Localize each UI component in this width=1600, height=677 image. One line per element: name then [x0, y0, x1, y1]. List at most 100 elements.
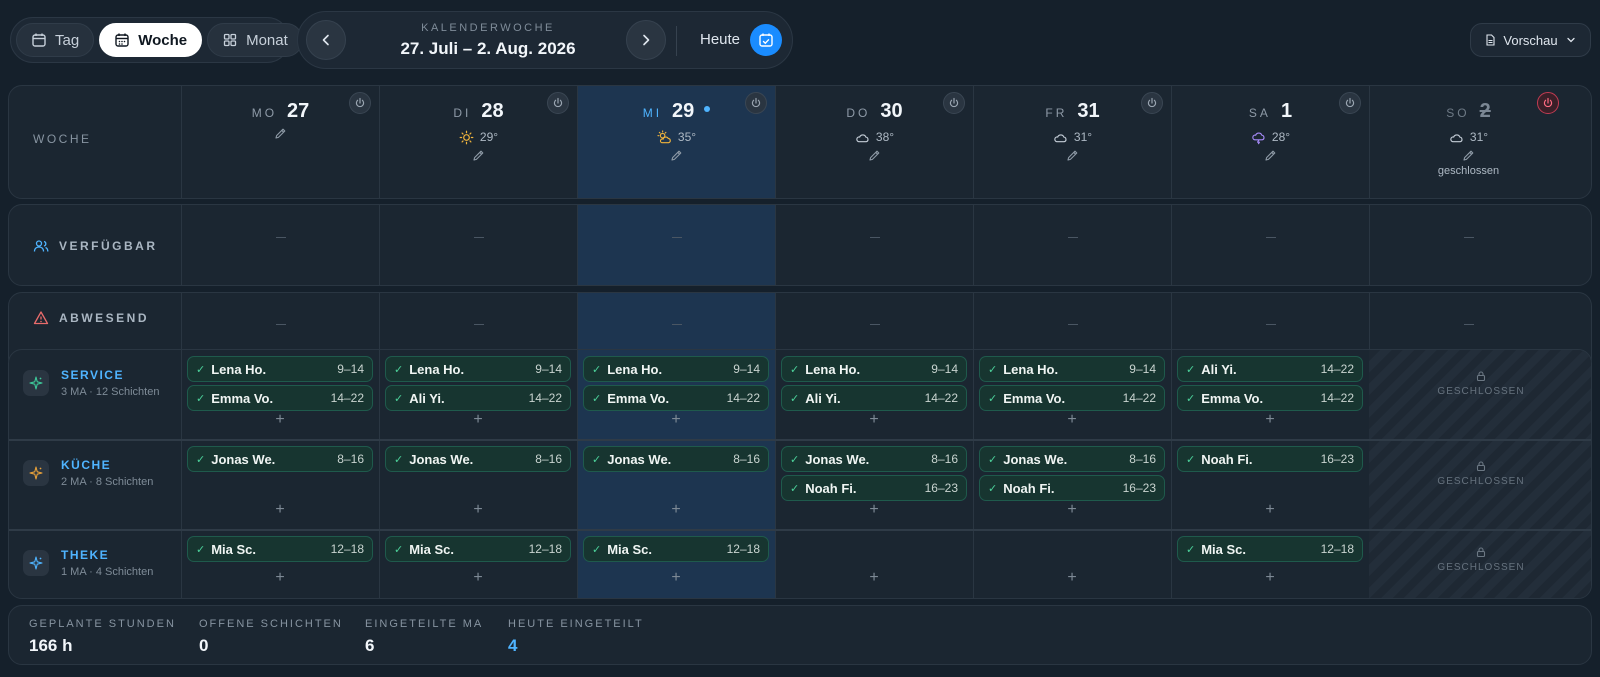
next-week-button[interactable]: [626, 20, 666, 60]
add-shift-button[interactable]: +: [1265, 569, 1275, 586]
add-shift-button[interactable]: +: [869, 501, 879, 518]
shift-time: 9–14: [535, 362, 562, 376]
add-shift-button[interactable]: +: [1067, 411, 1077, 428]
absent-label-cell: ABWESEND: [9, 293, 181, 371]
day-toggle-button[interactable]: [547, 92, 569, 114]
available-row-label: VERFÜGBAR: [33, 238, 158, 254]
view-day-button[interactable]: Tag: [16, 23, 95, 57]
day-toggle-button[interactable]: [1141, 92, 1163, 114]
shift-chip[interactable]: ✓ Emma Vo. 14–22: [979, 385, 1165, 411]
shift-chip[interactable]: ✓ Emma Vo. 14–22: [583, 385, 769, 411]
today-label[interactable]: Heute: [700, 31, 741, 48]
stat-value: 0: [199, 636, 209, 655]
add-shift-button[interactable]: +: [275, 501, 285, 518]
grid-icon: [223, 33, 237, 47]
shift-chip[interactable]: ✓ Lena Ho. 9–14: [187, 356, 373, 382]
empty-day-cell: [379, 293, 577, 371]
shift-chip[interactable]: ✓ Noah Fi. 16–23: [781, 475, 967, 501]
shift-chip[interactable]: ✓ Mia Sc. 12–18: [583, 536, 769, 562]
shift-chip[interactable]: ✓ Lena Ho. 9–14: [979, 356, 1165, 382]
add-shift-button[interactable]: +: [275, 411, 285, 428]
day-toggle-button[interactable]: [1339, 92, 1361, 114]
add-shift-button[interactable]: +: [275, 569, 285, 586]
day-toggle-button[interactable]: [1537, 92, 1559, 114]
check-icon: ✓: [394, 392, 404, 405]
day-weather: 35°: [578, 129, 775, 145]
edit-day-button[interactable]: [182, 127, 379, 140]
shift-chip[interactable]: ✓ Jonas We. 8–16: [187, 446, 373, 472]
view-month-button[interactable]: Monat: [207, 23, 303, 57]
edit-day-button[interactable]: [776, 149, 973, 162]
empty-day-cell: [1369, 293, 1567, 371]
column-separator: [775, 350, 776, 598]
pencil-icon[interactable]: [274, 127, 287, 140]
stat-label: EINGETEILTE MA: [365, 618, 484, 630]
day-weekday: DI: [453, 106, 472, 120]
previous-week-button[interactable]: [306, 20, 346, 60]
shift-chip[interactable]: ✓ Mia Sc. 12–18: [385, 536, 571, 562]
add-shift-button[interactable]: +: [473, 501, 483, 518]
pencil-icon[interactable]: [1462, 149, 1475, 162]
pencil-icon[interactable]: [1264, 149, 1277, 162]
day-number: 30: [880, 100, 903, 122]
shift-chip[interactable]: ✓ Emma Vo. 14–22: [187, 385, 373, 411]
shift-chip[interactable]: ✓ Ali Yi. 14–22: [781, 385, 967, 411]
shift-chip[interactable]: ✓ Noah Fi. 16–23: [1177, 446, 1363, 472]
pencil-icon[interactable]: [868, 149, 881, 162]
shift-chip[interactable]: ✓ Lena Ho. 9–14: [781, 356, 967, 382]
shift-chip[interactable]: ✓ Lena Ho. 9–14: [385, 356, 571, 382]
today-button[interactable]: [750, 24, 782, 56]
shift-grid-panel: SERVICE 3 MA · 12 Schichten ✓ Lena Ho. 9–14 ✓…: [8, 349, 1592, 599]
edit-day-button[interactable]: [974, 149, 1171, 162]
day-column-so: SO 2 31° geschlossen: [1369, 86, 1567, 198]
edit-day-button[interactable]: [1172, 149, 1369, 162]
shift-chip[interactable]: ✓ Noah Fi. 16–23: [979, 475, 1165, 501]
day-toggle-button[interactable]: [349, 92, 371, 114]
day-toggle-button[interactable]: [943, 92, 965, 114]
shift-time: 14–22: [528, 391, 562, 405]
add-shift-button[interactable]: +: [473, 411, 483, 428]
team-name: THEKE: [61, 548, 110, 562]
shift-chip[interactable]: ✓ Jonas We. 8–16: [979, 446, 1165, 472]
shift-chip[interactable]: ✓ Ali Yi. 14–22: [385, 385, 571, 411]
view-switch: Tag Woche Monat: [10, 17, 303, 63]
day-toggle-button[interactable]: [745, 92, 767, 114]
empty-dash: [1265, 324, 1276, 325]
edit-day-button[interactable]: [1370, 149, 1567, 162]
add-shift-button[interactable]: +: [1265, 411, 1275, 428]
sun-icon: [459, 130, 474, 144]
preview-button[interactable]: Vorschau: [1470, 23, 1591, 57]
shift-employee: Noah Fi.: [1003, 480, 1055, 496]
add-shift-button[interactable]: +: [671, 411, 681, 428]
shift-cell: ✓ Lena Ho. 9–14 ✓ Emma Vo. 14–22 +: [577, 350, 775, 438]
add-shift-button[interactable]: +: [869, 411, 879, 428]
shift-employee: Emma Vo.: [1201, 390, 1264, 406]
add-shift-button[interactable]: +: [1265, 501, 1275, 518]
add-shift-button[interactable]: +: [671, 501, 681, 518]
stat-value: 6: [365, 636, 375, 655]
shift-chip[interactable]: ✓ Emma Vo. 14–22: [1177, 385, 1363, 411]
add-shift-button[interactable]: +: [1067, 501, 1077, 518]
add-shift-button[interactable]: +: [869, 569, 879, 586]
shift-chip[interactable]: ✓ Mia Sc. 12–18: [187, 536, 373, 562]
summary-stat: GEPLANTE STUNDEN 166 h: [29, 618, 176, 656]
day-column-mi: MI 29 35°: [577, 86, 775, 198]
shift-chip[interactable]: ✓ Jonas We. 8–16: [781, 446, 967, 472]
shift-chip[interactable]: ✓ Ali Yi. 14–22: [1177, 356, 1363, 382]
edit-day-button[interactable]: [578, 149, 775, 162]
pencil-icon[interactable]: [1066, 149, 1079, 162]
shift-chip[interactable]: ✓ Jonas We. 8–16: [385, 446, 571, 472]
calendar-icon: [32, 33, 46, 47]
pencil-icon[interactable]: [472, 149, 485, 162]
edit-day-button[interactable]: [380, 149, 577, 162]
shift-chip[interactable]: ✓ Lena Ho. 9–14: [583, 356, 769, 382]
add-shift-button[interactable]: +: [473, 569, 483, 586]
shift-time: 14–22: [924, 391, 958, 405]
shift-chip[interactable]: ✓ Mia Sc. 12–18: [1177, 536, 1363, 562]
closed-note: geschlossen: [1437, 165, 1500, 177]
pencil-icon[interactable]: [670, 149, 683, 162]
shift-chip[interactable]: ✓ Jonas We. 8–16: [583, 446, 769, 472]
add-shift-button[interactable]: +: [671, 569, 681, 586]
view-week-button[interactable]: Woche: [99, 23, 203, 57]
add-shift-button[interactable]: +: [1067, 569, 1077, 586]
